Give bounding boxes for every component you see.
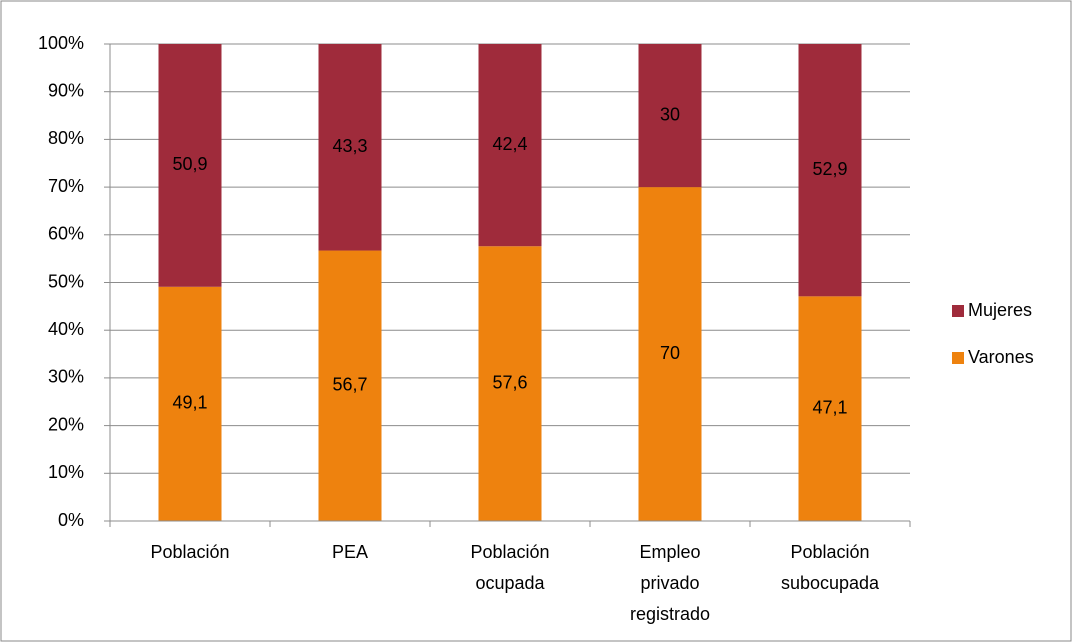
- bar-segment: [638, 187, 702, 521]
- y-tick-label: 10%: [48, 462, 84, 482]
- data-label: 70: [660, 343, 680, 363]
- bar-segment: [318, 250, 382, 521]
- data-label: 43,3: [332, 136, 367, 156]
- legend-swatch: [952, 305, 964, 317]
- y-tick-label: 20%: [48, 414, 84, 434]
- y-tick-label: 50%: [48, 271, 84, 291]
- x-tick-label: Población: [150, 542, 229, 562]
- data-label: 47,1: [812, 397, 847, 417]
- x-tick-label: Empleo privado registrado: [630, 542, 710, 624]
- data-label: 49,1: [172, 393, 207, 413]
- data-label: 52,9: [812, 159, 847, 179]
- legend-label: Mujeres: [968, 300, 1032, 320]
- bar-segment: [478, 246, 542, 522]
- bar-segment: [478, 44, 542, 247]
- y-tick-label: 80%: [48, 128, 84, 148]
- bar-segment: [158, 44, 222, 287]
- data-label: 50,9: [172, 154, 207, 174]
- y-tick-label: 60%: [48, 224, 84, 244]
- y-tick-label: 40%: [48, 319, 84, 339]
- x-tick-label: Población ocupada: [470, 542, 549, 593]
- y-tick-label: 70%: [48, 176, 84, 196]
- legend-label: Varones: [968, 347, 1034, 367]
- bar-segment: [638, 44, 702, 188]
- bar-segment: [798, 296, 862, 521]
- bar-segment: [318, 44, 382, 251]
- y-tick-label: 100%: [38, 33, 84, 53]
- legend-swatch: [952, 352, 964, 364]
- data-label: 30: [660, 104, 680, 124]
- bar-segment: [798, 44, 862, 297]
- y-tick-label: 90%: [48, 80, 84, 100]
- y-tick-label: 30%: [48, 367, 84, 387]
- data-label: 57,6: [492, 372, 527, 392]
- data-label: 56,7: [332, 375, 367, 395]
- x-tick-label: PEA: [332, 542, 368, 562]
- x-tick-label: Población subocupada: [781, 542, 880, 593]
- data-label: 42,4: [492, 134, 527, 154]
- y-tick-label: 0%: [58, 510, 84, 530]
- bar-segment: [158, 286, 222, 521]
